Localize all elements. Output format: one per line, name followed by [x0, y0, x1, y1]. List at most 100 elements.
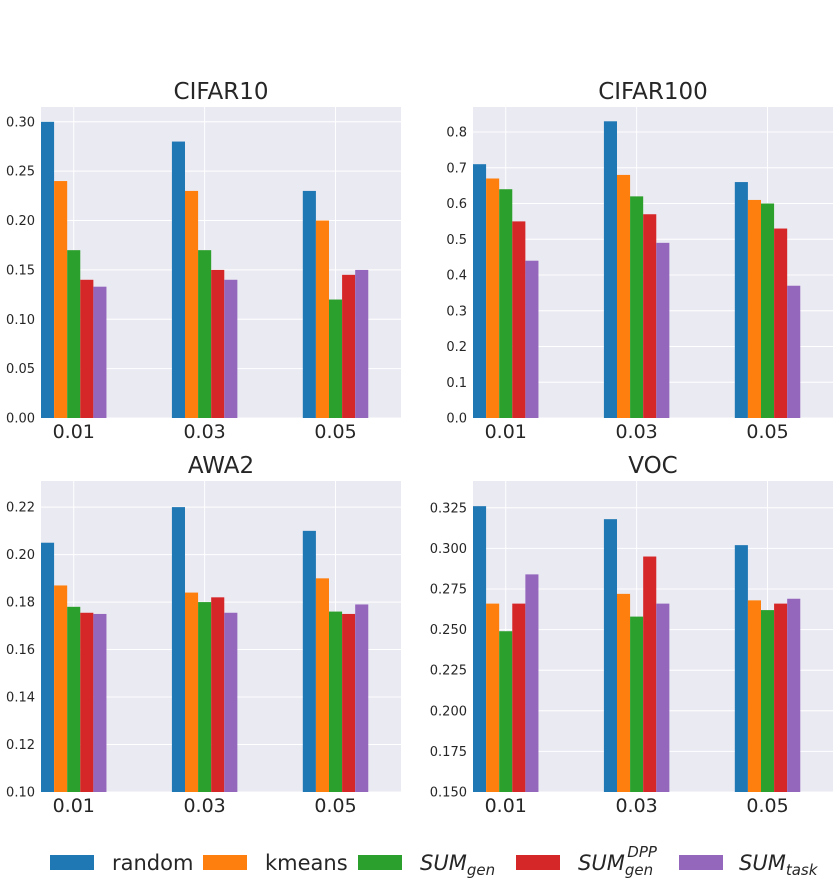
y-tick-label: 0.325 [430, 501, 467, 516]
x-tick-label: 0.03 [615, 421, 657, 443]
x-tick-label: 0.01 [53, 421, 95, 443]
bar-kmeans-0.01 [486, 603, 500, 792]
y-tick-label: 0.275 [430, 582, 467, 597]
bar-sum-gen-dpp-0.05 [774, 228, 788, 418]
bar-sum-gen-dpp-0.03 [211, 597, 225, 792]
bar-random-0.05 [302, 190, 316, 418]
bar-sum-gen-0.03 [198, 250, 212, 418]
y-tick-label: 0.1 [446, 376, 467, 391]
bar-sum-gen-0.05 [761, 610, 775, 792]
bar-sum-task-0.01 [525, 260, 539, 418]
bar-kmeans-0.03 [617, 593, 631, 792]
y-tick-label: 0.225 [430, 664, 467, 679]
legend-item: kmeans [203, 851, 348, 875]
bar-random-0.01 [473, 506, 487, 792]
chart-panel-voc: 0.150 0.175 0.200 0.225 0.250 0.275 0.300 0.325… [430, 453, 833, 817]
y-tick-label: 0.16 [6, 643, 35, 658]
bar-sum-gen-0.03 [630, 196, 644, 418]
legend-item: SUMgen [358, 851, 495, 879]
legend-swatch [679, 855, 723, 870]
panel-title: AWA2 [188, 453, 254, 479]
y-tick-label: 0.14 [6, 691, 35, 706]
bar-sum-gen-dpp-0.03 [211, 269, 225, 418]
bar-kmeans-0.03 [185, 592, 199, 792]
y-tick-label: 0.0 [446, 412, 467, 427]
y-tick-label: 0.18 [6, 596, 35, 611]
bar-sum-gen-dpp-0.03 [643, 556, 657, 792]
legend-item: random [50, 851, 193, 875]
bar-sum-task-0.03 [656, 242, 670, 418]
bar-random-0.05 [734, 545, 748, 792]
y-tick-label: 0.10 [6, 786, 35, 801]
bar-sum-task-0.05 [787, 285, 801, 418]
x-tick-label: 0.05 [746, 795, 788, 817]
bar-sum-gen-0.01 [499, 189, 513, 418]
y-tick-label: 0.7 [446, 161, 467, 176]
y-tick-label: 0.2 [446, 340, 467, 355]
bar-sum-gen-dpp-0.01 [80, 612, 94, 792]
y-tick-label: 0.22 [6, 501, 35, 516]
bar-random-0.05 [734, 182, 748, 418]
bar-sum-gen-0.01 [67, 250, 81, 418]
legend-swatch [50, 855, 94, 870]
bar-kmeans-0.05 [315, 578, 329, 792]
x-tick-label: 0.03 [183, 421, 225, 443]
bar-sum-task-0.05 [355, 269, 369, 418]
bar-sum-gen-0.05 [329, 611, 343, 792]
bar-kmeans-0.05 [747, 600, 761, 792]
bar-sum-gen-dpp-0.01 [80, 279, 94, 418]
x-tick-label: 0.01 [53, 795, 95, 817]
bar-random-0.03 [603, 519, 617, 792]
bar-kmeans-0.03 [617, 174, 631, 418]
y-tick-label: 0.3 [446, 304, 467, 319]
y-tick-label: 0.200 [430, 704, 467, 719]
y-tick-label: 0.20 [6, 548, 35, 563]
panel-title: CIFAR10 [174, 79, 269, 105]
bar-kmeans-0.03 [185, 190, 199, 418]
bar-random-0.01 [41, 542, 55, 792]
legend: random kmeans SUMgen SUMgenDPP SUMtask [50, 843, 819, 879]
y-tick-label: 0.00 [6, 412, 35, 427]
chart-panel-cifar100: 0.0 0.1 0.2 0.3 0.4 0.5 0.6 0.7 0.8 0.01 0.03 0.05 C… [446, 79, 833, 443]
panel-title: VOC [628, 453, 678, 479]
bar-random-0.03 [171, 507, 185, 792]
y-tick-label: 0.15 [6, 263, 35, 278]
bar-sum-task-0.03 [224, 612, 238, 792]
x-tick-label: 0.03 [183, 795, 225, 817]
bar-sum-gen-dpp-0.01 [512, 221, 526, 418]
x-tick-label: 0.05 [314, 795, 356, 817]
bar-sum-task-0.05 [787, 598, 801, 792]
y-tick-label: 0.150 [430, 786, 467, 801]
chart-panel-awa2: 0.10 0.12 0.14 0.16 0.18 0.20 0.22 0.01 0.03 0.05… [6, 453, 401, 817]
bar-kmeans-0.01 [54, 585, 68, 792]
legend-label: SUMgenDPP [578, 843, 658, 879]
y-tick-label: 0.05 [6, 362, 35, 377]
bar-sum-task-0.05 [355, 604, 369, 792]
bar-sum-task-0.01 [93, 286, 107, 418]
bar-sum-gen-0.03 [630, 616, 644, 792]
bar-kmeans-0.01 [54, 181, 68, 418]
y-tick-label: 0.4 [446, 269, 467, 284]
bar-sum-gen-dpp-0.05 [342, 274, 356, 418]
bar-sum-gen-dpp-0.03 [643, 214, 657, 418]
y-tick-label: 0.25 [6, 165, 35, 180]
x-tick-label: 0.01 [485, 795, 527, 817]
legend-item: SUMtask [679, 851, 819, 879]
y-tick-label: 0.5 [446, 233, 467, 248]
x-tick-label: 0.05 [314, 421, 356, 443]
legend-label: random [112, 851, 193, 875]
bar-sum-gen-dpp-0.05 [342, 613, 356, 792]
y-tick-label: 0.10 [6, 313, 35, 328]
bar-sum-gen-0.01 [67, 606, 81, 792]
bar-sum-gen-0.03 [198, 602, 212, 792]
x-tick-label: 0.05 [746, 421, 788, 443]
y-tick-label: 0.20 [6, 214, 35, 229]
y-tick-label: 0.300 [430, 542, 467, 557]
legend-swatch [516, 855, 560, 870]
bar-sum-gen-0.05 [761, 203, 775, 418]
bar-kmeans-0.05 [315, 220, 329, 418]
panel-title: CIFAR100 [598, 79, 708, 105]
bar-random-0.05 [302, 530, 316, 792]
bar-random-0.01 [473, 164, 487, 418]
